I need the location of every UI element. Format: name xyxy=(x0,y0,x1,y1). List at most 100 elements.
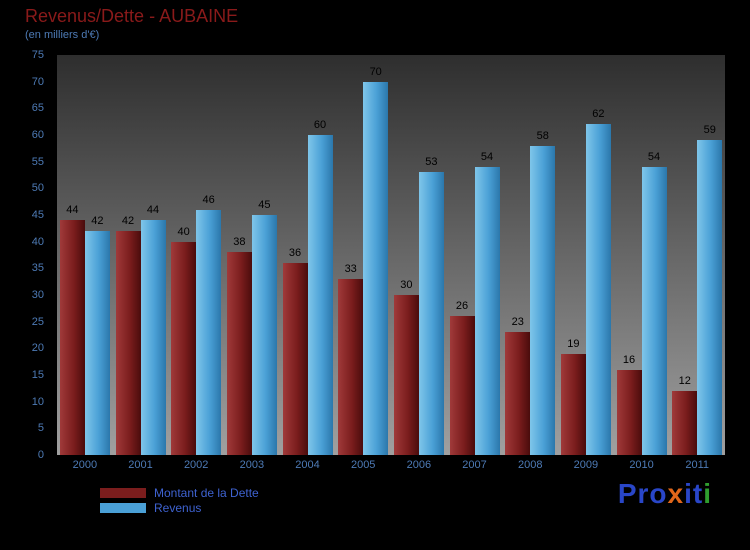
bar-revenus: 53 xyxy=(418,156,444,455)
logo-letter: i xyxy=(684,478,693,509)
bar-dette: 42 xyxy=(115,215,141,455)
y-tick-label: 60 xyxy=(31,129,44,141)
bar-revenus: 46 xyxy=(196,194,222,455)
bar-value-label: 36 xyxy=(288,247,302,259)
x-tick-label: 2004 xyxy=(295,459,320,471)
bar-dette: 30 xyxy=(393,279,419,455)
y-tick-label: 75 xyxy=(31,49,44,61)
bar-value-label: 54 xyxy=(647,151,661,163)
bar-group: 23 58 xyxy=(502,55,558,455)
bar-group: 12 59 xyxy=(669,55,725,455)
bar-dette: 44 xyxy=(59,204,85,455)
bar-group: 16 54 xyxy=(614,55,670,455)
bar-group: 36 60 xyxy=(280,55,336,455)
bar-value-label: 16 xyxy=(622,353,636,366)
y-tick-label: 45 xyxy=(31,209,44,221)
y-tick-label: 10 xyxy=(31,395,44,408)
bar-revenus: 60 xyxy=(307,119,333,455)
y-tick-label: 50 xyxy=(31,182,44,195)
y-tick-label: 55 xyxy=(31,155,44,168)
y-tick-label: 30 xyxy=(31,289,44,301)
bar-group: 40 46 xyxy=(168,55,224,455)
bar-dette: 23 xyxy=(505,316,531,455)
bar-revenus: 54 xyxy=(474,151,500,455)
x-tick-label: 2009 xyxy=(573,459,599,471)
legend: Montant de la Dette Revenus xyxy=(100,485,259,515)
y-tick-label: 40 xyxy=(31,235,44,248)
bar-value-label: 26 xyxy=(455,300,469,313)
legend-item: Revenus xyxy=(100,500,259,515)
bar-value-label: 42 xyxy=(91,215,104,227)
x-axis: 2000 2001 2002 2003 2004 2005 2006 2007 2008 2009… xyxy=(57,459,725,471)
bar-group: 30 53 xyxy=(391,55,447,455)
bar-dette: 36 xyxy=(282,247,308,455)
bar-value-label: 42 xyxy=(121,215,135,227)
bar-value-label: 59 xyxy=(703,124,716,137)
bar-group: 19 62 xyxy=(558,55,614,455)
y-tick-label: 70 xyxy=(31,75,44,88)
x-tick-label: 2011 xyxy=(685,459,710,471)
legend-swatch xyxy=(100,487,146,498)
x-tick-label: 2000 xyxy=(72,459,98,471)
bar-value-label: 44 xyxy=(66,204,79,217)
bar-value-label: 58 xyxy=(536,129,549,142)
legend-label: Revenus xyxy=(154,500,202,515)
y-tick-label: 15 xyxy=(31,369,44,381)
logo-letter: P xyxy=(617,478,638,509)
x-tick-label: 2002 xyxy=(183,459,209,471)
bar-value-label: 30 xyxy=(400,279,413,291)
chart-subtitle: (en milliers d'€) xyxy=(25,29,100,41)
bar-value-label: 53 xyxy=(425,156,438,169)
bar-dette: 38 xyxy=(226,236,252,455)
bar-dette: 12 xyxy=(672,375,698,455)
y-tick-label: 35 xyxy=(31,262,44,275)
bar-value-label: 40 xyxy=(177,225,190,238)
bar-value-label: 38 xyxy=(233,236,246,249)
bar-value-label: 12 xyxy=(678,375,691,387)
bar-group: 38 45 xyxy=(224,55,280,455)
bar-group: 42 44 xyxy=(113,55,169,455)
proxiti-logo: Proxiti xyxy=(618,478,712,510)
bar-value-label: 70 xyxy=(369,65,382,78)
legend-item: Montant de la Dette xyxy=(100,485,259,500)
y-tick-label: 0 xyxy=(37,449,44,461)
x-tick-label: 2006 xyxy=(406,459,432,471)
bar-revenus: 70 xyxy=(363,66,389,455)
bar-revenus: 58 xyxy=(530,130,556,455)
x-tick-label: 2010 xyxy=(629,459,654,471)
bar-group: 26 54 xyxy=(447,55,503,455)
plot-area: 44 42 42 44 40 46 38 45 36 60 33 70 30 53 26 54 23 58 19 62… xyxy=(57,55,725,455)
bar-revenus: 45 xyxy=(251,199,277,455)
y-tick-label: 20 xyxy=(31,342,44,355)
legend-label: Montant de la Dette xyxy=(154,485,259,500)
bar-value-label: 44 xyxy=(146,204,160,217)
bar-revenus: 59 xyxy=(697,124,723,455)
bar-dette: 33 xyxy=(338,263,364,455)
bar-dette: 19 xyxy=(560,338,586,455)
bar-value-label: 46 xyxy=(202,193,215,206)
bar-revenus: 54 xyxy=(641,151,667,455)
bar-group: 44 42 xyxy=(57,55,113,455)
chart-title: Revenus/Dette - AUBAINE xyxy=(25,6,239,26)
logo-letter: x xyxy=(667,478,685,509)
logo-letter: o xyxy=(649,478,668,509)
logo-letter: t xyxy=(692,478,704,509)
bar-dette: 40 xyxy=(171,226,197,455)
bar-value-label: 60 xyxy=(313,119,327,131)
x-tick-label: 2001 xyxy=(128,459,153,471)
legend-swatch xyxy=(100,502,146,513)
x-tick-label: 2008 xyxy=(517,459,543,471)
bar-revenus: 62 xyxy=(585,108,611,455)
y-tick-label: 25 xyxy=(31,315,44,328)
logo-letter: r xyxy=(637,478,650,509)
bar-value-label: 33 xyxy=(344,263,357,275)
bar-revenus: 42 xyxy=(84,215,110,455)
bar-value-label: 54 xyxy=(480,151,494,163)
x-tick-label: 2003 xyxy=(239,459,265,471)
bar-value-label: 45 xyxy=(258,199,271,211)
y-axis: 0 5 10 15 20 25 30 35 40 45 50 55 60 65 70 75 xyxy=(0,49,52,461)
bar-value-label: 19 xyxy=(567,337,580,350)
y-tick-label: 65 xyxy=(31,102,44,115)
x-tick-label: 2007 xyxy=(462,459,487,471)
